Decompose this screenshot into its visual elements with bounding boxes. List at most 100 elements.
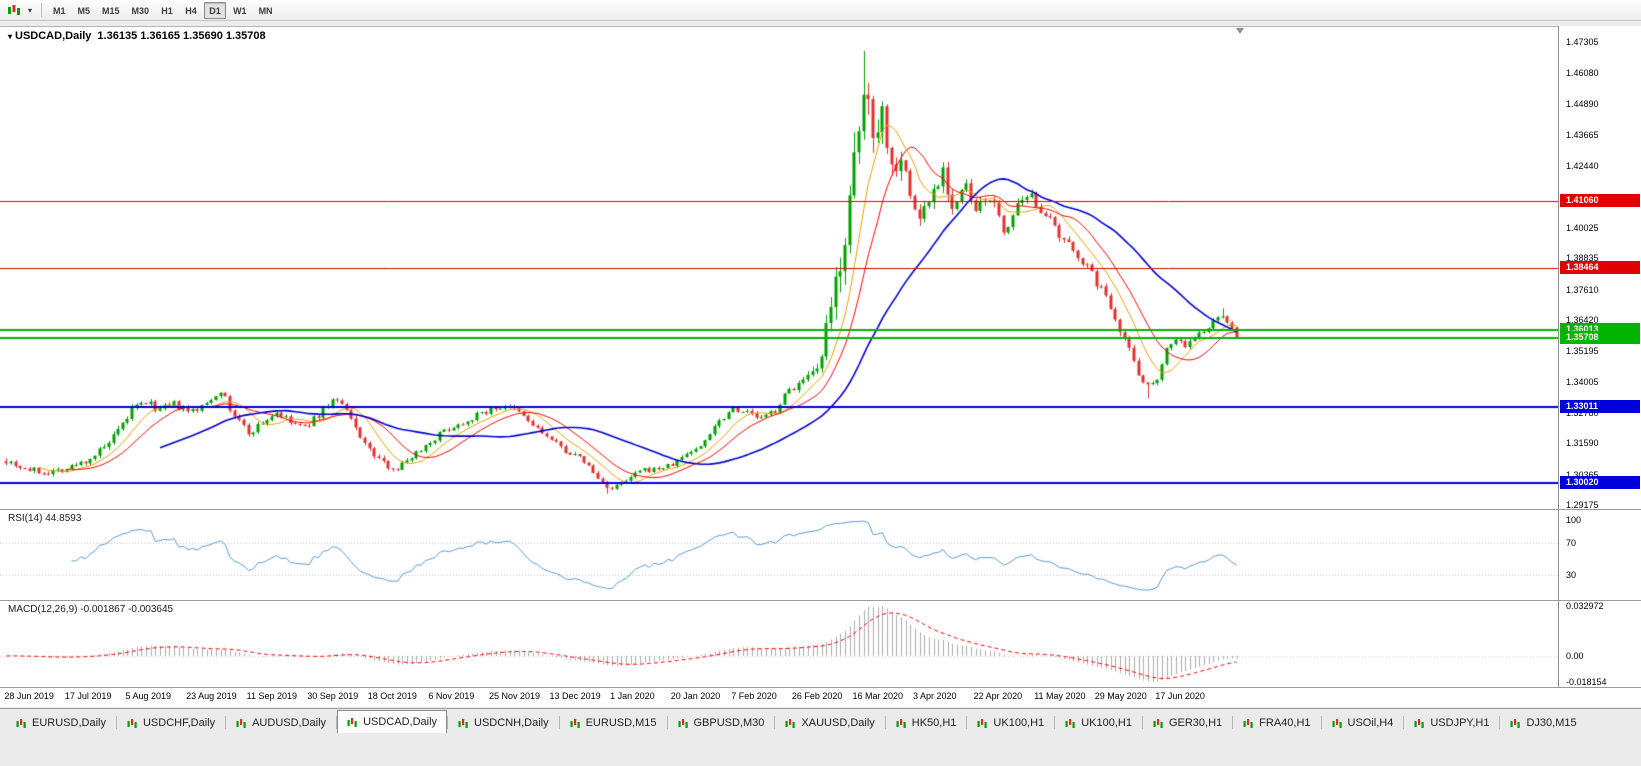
price-tick-label: 1.47305 [1566, 36, 1599, 47]
tab-separator [558, 716, 560, 729]
price-axis[interactable]: 1.47305 1.46080 1.44890 1.43665 1.42440 1.400… [1558, 26, 1641, 687]
chart-tab-icon [896, 718, 907, 729]
date-tick-label: 16 Mar 2020 [852, 691, 903, 701]
price-tick-label: 1.44890 [1566, 98, 1599, 109]
status-strip [0, 733, 1641, 766]
chart-tab-fra40-h1[interactable]: FRA40,H1 [1233, 712, 1320, 733]
date-tick-label: 23 Aug 2019 [186, 691, 237, 701]
chart-tab-usdjpy-h1[interactable]: USDJPY,H1 [1404, 712, 1499, 733]
chart-tab-label: USOil,H4 [1347, 717, 1394, 729]
date-tick-label: 3 Apr 2020 [913, 691, 957, 701]
price-tick-label: 1.31590 [1566, 438, 1599, 449]
chart-tab-label: AUDUSD,Daily [252, 717, 327, 729]
macd-axis-label: 0.00 [1566, 650, 1584, 661]
chart-tab-eurusd-m15[interactable]: EURUSD,M15 [560, 712, 667, 733]
price-tick-label: 1.29175 [1566, 499, 1599, 510]
chart-tab-label: UK100,H1 [993, 717, 1045, 729]
tab-separator [966, 716, 968, 729]
chart-tab-icon [785, 718, 796, 729]
macd-pane-canvas[interactable] [0, 601, 1558, 687]
date-tick-label: 28 Jun 2019 [4, 691, 54, 701]
chart-tab-audusd-daily[interactable]: AUDUSD,Daily [226, 712, 336, 733]
price-tick-label: 1.40025 [1566, 222, 1599, 233]
rsi-level-label: 100 [1566, 515, 1582, 525]
chart-tab-label: HK50,H1 [911, 717, 957, 729]
symbol-marker-icon: ▾ [8, 32, 13, 41]
price-tick-label: 1.36420 [1566, 314, 1599, 325]
chart-type-dropdown-caret-icon[interactable]: ▾ [27, 5, 32, 15]
date-tick-label: 17 Jul 2019 [64, 691, 112, 701]
chart-tab-usdchf-daily[interactable]: USDCHF,Daily [117, 712, 225, 733]
chart-tab-uk100-h1[interactable]: UK100,H1 [1055, 712, 1142, 733]
tab-separator [1232, 716, 1234, 729]
tab-separator [774, 716, 776, 729]
time-axis-separator [0, 687, 1641, 688]
toolbar: ▾ M1 M5 M15 M30 H1 H4 D1 W1 MN [0, 0, 1641, 21]
tab-separator [115, 716, 117, 729]
chart-tab-label: USDJPY,H1 [1430, 717, 1490, 729]
chart-tab-xauusd-daily[interactable]: XAUUSD,Daily [775, 712, 884, 733]
chart-tab-usdcad-daily[interactable]: USDCAD,Daily [337, 710, 448, 733]
pane-separator-macd[interactable] [0, 600, 1641, 601]
timeframe-button-h4[interactable]: H4 [185, 5, 197, 16]
chart-tab-icon [977, 718, 988, 729]
chart-type-icon[interactable] [4, 2, 24, 19]
tab-separator [1054, 716, 1056, 729]
price-line-badge: 1.33011 [1560, 400, 1640, 414]
price-tick-label: 1.34005 [1566, 376, 1599, 387]
chart-tab-uk100-h1[interactable]: UK100,H1 [967, 712, 1054, 733]
date-tick-label: 13 Dec 2019 [549, 691, 601, 701]
price-chart-canvas[interactable] [0, 26, 1558, 509]
timeframe-button-mn[interactable]: MN [258, 5, 273, 16]
chart-tab-icon [127, 718, 138, 729]
tab-separator [1499, 716, 1501, 729]
chart-tab-label: GER30,H1 [1168, 717, 1223, 729]
timeframe-button-d1[interactable]: D1 [204, 1, 227, 19]
macd-indicator-label: MACD(12,26,9) -0.001867 -0.003645 [8, 604, 174, 615]
chart-tab-gbpusd-m30[interactable]: GBPUSD,M30 [668, 712, 775, 733]
timeframe-button-m15[interactable]: M15 [102, 5, 120, 16]
date-tick-label: 30 Sep 2019 [307, 691, 359, 701]
chart-title: ▾ USDCAD,Daily 1.36135 1.36165 1.35690 1.3… [8, 30, 266, 42]
date-tick-label: 20 Jan 2020 [670, 691, 721, 701]
timeframe-button-w1[interactable]: W1 [233, 5, 247, 16]
rsi-level-label: 30 [1566, 569, 1577, 580]
macd-axis-label: 0.032972 [1566, 601, 1604, 612]
chart-tab-usdcnh-daily[interactable]: USDCNH,Daily [448, 712, 559, 733]
chart-tab-label: XAUUSD,Daily [801, 717, 875, 729]
date-tick-label: 11 May 2020 [1034, 691, 1086, 701]
timeframe-button-m1[interactable]: M1 [53, 5, 66, 16]
tab-separator [336, 716, 338, 729]
price-line-badge: 1.35708 [1560, 331, 1640, 345]
price-tick-label: 1.30365 [1566, 469, 1599, 480]
price-tick-label: 1.35195 [1566, 346, 1599, 357]
chart-tab-icon [1243, 718, 1254, 729]
chart-tab-icon [1153, 718, 1164, 729]
price-tick-label: 1.43665 [1566, 129, 1599, 140]
chart-tab-ger30-h1[interactable]: GER30,H1 [1143, 712, 1232, 733]
rsi-level-label: 70 [1566, 538, 1577, 549]
price-tick-label: 1.42440 [1566, 161, 1599, 172]
chart-tab-eurusd-daily[interactable]: EURUSD,Daily [6, 712, 116, 733]
chart-tab-icon [16, 718, 27, 729]
rsi-pane-canvas[interactable] [0, 510, 1558, 600]
chart-tab-icon [678, 718, 689, 729]
chart-tabs: EURUSD,Daily USDCHF,Daily AUDUSD,Daily USDC… [6, 710, 1587, 733]
chart-tab-label: GBPUSD,M30 [693, 717, 765, 729]
chart-tab-icon [1332, 718, 1343, 729]
chart-tab-dj30-m15[interactable]: DJ30,M15 [1500, 712, 1586, 733]
timeframe-button-m30[interactable]: M30 [131, 5, 150, 16]
price-tick-label: 1.46080 [1566, 68, 1599, 79]
timeframe-button-h1[interactable]: H1 [161, 5, 173, 16]
chart-tab-bar: EURUSD,Daily USDCHF,Daily AUDUSD,Daily USDC… [0, 708, 1641, 733]
chart-tab-usoil-h4[interactable]: USOil,H4 [1322, 712, 1404, 733]
chart-tab-icon [347, 717, 358, 728]
timeframe-button-m5[interactable]: M5 [77, 5, 91, 16]
chart-tab-label: FRA40,H1 [1259, 717, 1311, 729]
chart-tab-label: USDCAD,Daily [363, 716, 438, 728]
pane-separator-rsi[interactable] [0, 509, 1641, 510]
time-axis[interactable]: 28 Jun 2019 17 Jul 2019 5 Aug 2019 23 Aug 2… [0, 688, 1558, 707]
date-tick-label: 5 Aug 2019 [125, 691, 172, 701]
chart-tab-hk50-h1[interactable]: HK50,H1 [886, 712, 967, 733]
tab-separator [225, 716, 227, 729]
